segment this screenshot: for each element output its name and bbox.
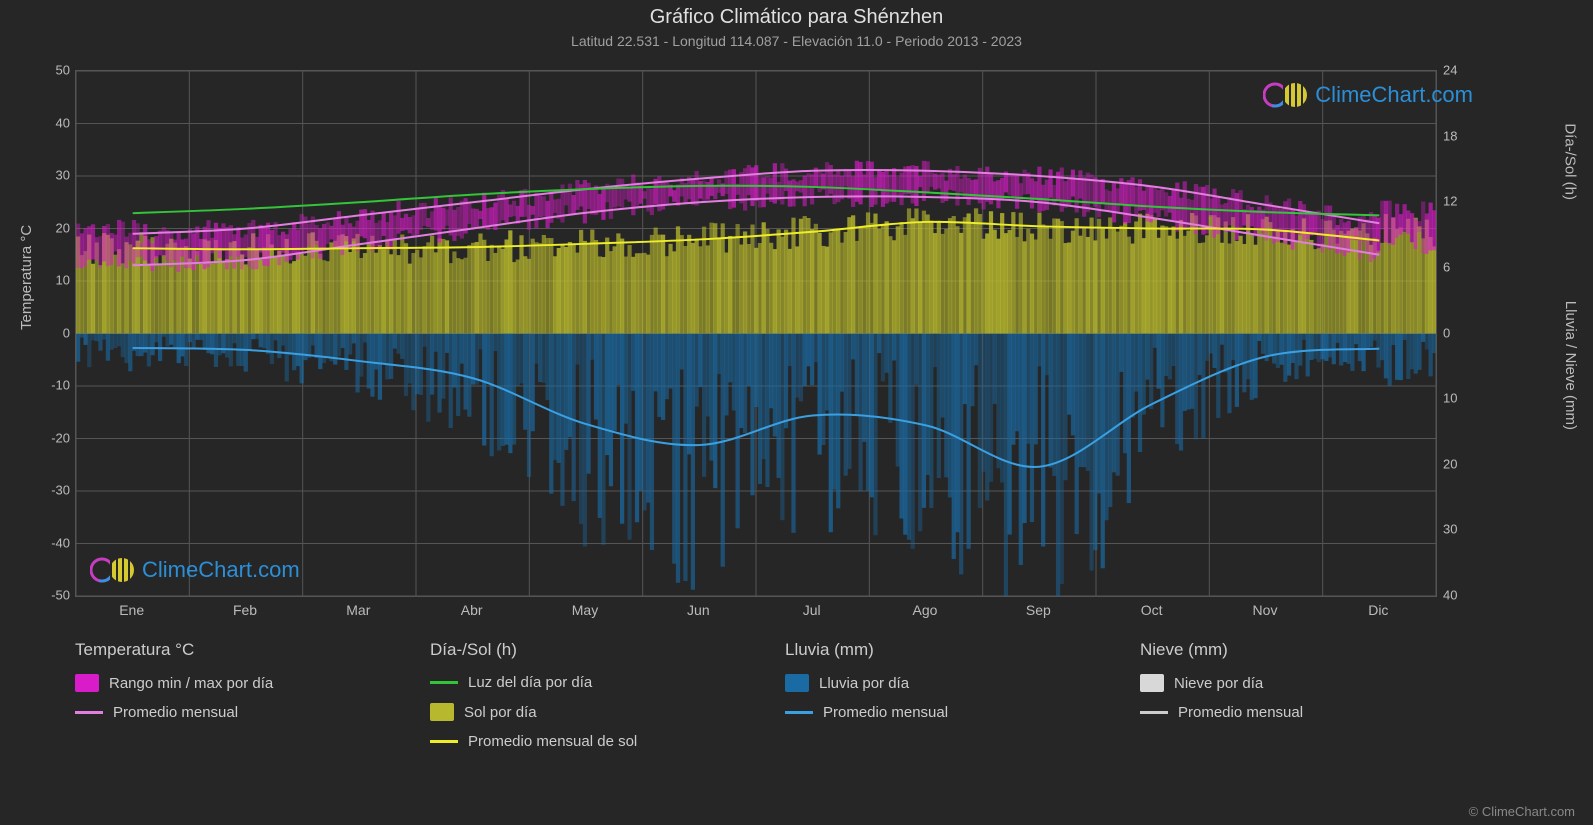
legend-head: Temperatura °C (75, 640, 430, 660)
legend-swatch (1140, 674, 1164, 692)
brand-text: ClimeChart.com (142, 557, 300, 583)
y-right-tick: 30 (1443, 522, 1457, 537)
x-tick: Feb (233, 602, 257, 618)
x-tick: Sep (1026, 602, 1051, 618)
y-left-tick: -50 (40, 588, 70, 603)
chart-title: Gráfico Climático para Shénzhen (0, 0, 1593, 29)
brand-logo-top: ClimeChart.com (1263, 80, 1473, 110)
y-left-tick: -30 (40, 483, 70, 498)
x-tick: Abr (461, 602, 483, 618)
y-right-tick: 18 (1443, 128, 1457, 143)
plot-area (75, 70, 1437, 597)
legend-swatch (430, 703, 454, 721)
y-right-tick: 6 (1443, 259, 1450, 274)
x-tick: May (572, 602, 598, 618)
legend-col-temperature: Temperatura °C Rango min / max por día Pr… (75, 640, 430, 762)
legend-col-snow: Nieve (mm) Nieve por día Promedio mensual (1140, 640, 1495, 762)
legend-item: Sol por día (430, 703, 785, 721)
legend-label: Luz del día por día (468, 674, 592, 691)
x-tick: Ago (913, 602, 938, 618)
y-left-tick: 0 (40, 325, 70, 340)
legend-item: Rango min / max por día (75, 674, 430, 692)
x-tick: Oct (1141, 602, 1163, 618)
legend-col-daysun: Día-/Sol (h) Luz del día por día Sol por … (430, 640, 785, 762)
legend-head: Nieve (mm) (1140, 640, 1495, 660)
legend-items: Luz del día por día Sol por día Promedio m… (430, 674, 785, 750)
legend-items: Rango min / max por día Promedio mensual (75, 674, 430, 721)
logo-icon (90, 555, 136, 585)
y-left-tick: 50 (40, 63, 70, 78)
legend-swatch (785, 711, 813, 714)
legend-label: Promedio mensual de sol (468, 733, 637, 750)
legend-label: Rango min / max por día (109, 675, 273, 692)
legend-swatch (1140, 711, 1168, 714)
legend-swatch (75, 711, 103, 714)
y-axis-right-bottom-label: Lluvia / Nieve (mm) (1562, 301, 1579, 430)
chart-svg (76, 71, 1436, 596)
legend-swatch (430, 740, 458, 743)
legend-swatch (75, 674, 99, 692)
chart-subtitle: Latitud 22.531 - Longitud 114.087 - Elev… (0, 33, 1593, 49)
legend-swatch (430, 681, 458, 684)
legend-label: Promedio mensual (113, 704, 238, 721)
legend-item: Promedio mensual (75, 704, 430, 721)
climate-chart-container: Gráfico Climático para Shénzhen Latitud … (0, 0, 1593, 825)
copyright: © ClimeChart.com (1469, 804, 1575, 819)
legend-head: Lluvia (mm) (785, 640, 1140, 660)
y-left-tick: 40 (40, 115, 70, 130)
legend-head: Día-/Sol (h) (430, 640, 785, 660)
legend-item: Promedio mensual de sol (430, 733, 785, 750)
y-axis-left-label: Temperatura °C (18, 225, 35, 330)
x-tick: Dic (1368, 602, 1388, 618)
legend-item: Luz del día por día (430, 674, 785, 691)
x-tick: Nov (1253, 602, 1278, 618)
legend-label: Lluvia por día (819, 675, 909, 692)
y-axis-right-top-label: Día-/Sol (h) (1562, 123, 1579, 200)
legend-item: Lluvia por día (785, 674, 1140, 692)
legend-items: Nieve por día Promedio mensual (1140, 674, 1495, 721)
legend-col-rain: Lluvia (mm) Lluvia por día Promedio mensu… (785, 640, 1140, 762)
legend-label: Nieve por día (1174, 675, 1263, 692)
y-left-tick: -40 (40, 535, 70, 550)
x-tick: Jul (803, 602, 821, 618)
legend-label: Promedio mensual (1178, 704, 1303, 721)
legend-label: Sol por día (464, 704, 537, 721)
y-left-tick: 30 (40, 168, 70, 183)
x-axis-ticks: Ene Feb Mar Abr May Jun Jul Ago Sep Oct Nov Dic (75, 602, 1435, 622)
y-left-tick: 20 (40, 220, 70, 235)
x-tick: Ene (119, 602, 144, 618)
legend: Temperatura °C Rango min / max por día Pr… (75, 640, 1495, 762)
y-right-tick: 20 (1443, 456, 1457, 471)
y-left-tick: -20 (40, 430, 70, 445)
x-tick: Mar (346, 602, 370, 618)
legend-items: Lluvia por día Promedio mensual (785, 674, 1140, 721)
y-left-tick: -10 (40, 378, 70, 393)
legend-item: Nieve por día (1140, 674, 1495, 692)
legend-swatch (785, 674, 809, 692)
brand-logo-bottom: ClimeChart.com (90, 555, 300, 585)
legend-item: Promedio mensual (1140, 704, 1495, 721)
y-right-tick: 40 (1443, 588, 1457, 603)
y-left-tick: 10 (40, 273, 70, 288)
brand-text: ClimeChart.com (1315, 82, 1473, 108)
y-right-tick: 0 (1443, 325, 1450, 340)
legend-label: Promedio mensual (823, 704, 948, 721)
logo-icon (1263, 80, 1309, 110)
x-tick: Jun (687, 602, 710, 618)
y-right-tick: 24 (1443, 63, 1457, 78)
y-right-tick: 10 (1443, 391, 1457, 406)
legend-item: Promedio mensual (785, 704, 1140, 721)
y-right-tick: 12 (1443, 194, 1457, 209)
